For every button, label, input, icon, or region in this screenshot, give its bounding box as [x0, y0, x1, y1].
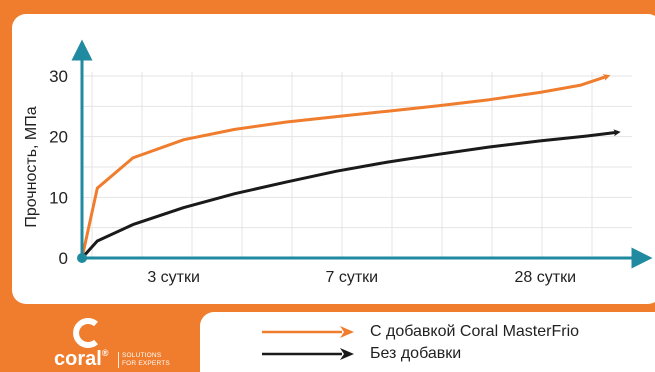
- logo-divider: [118, 352, 119, 368]
- logo-name: coral: [54, 348, 102, 370]
- legend-item-without-additive: Без добавки: [260, 344, 461, 364]
- y-tick-label: 10: [49, 188, 68, 207]
- grid: [82, 72, 632, 258]
- legend-label: С добавкой Coral MasterFrio: [370, 323, 580, 340]
- logo-wordmark: coral®: [54, 348, 108, 371]
- x-category-label: 3 сутки: [147, 269, 200, 286]
- legend: С добавкой Coral MasterFrio Без добавки: [200, 312, 655, 372]
- strength-chart: 0 10 20 30 3 сутки 7 сутки 28 сутки Прочность, …: [23, 39, 653, 286]
- series-line: [80, 129, 621, 260]
- logo-registered: ®: [101, 348, 109, 358]
- axes: [71, 39, 653, 269]
- coral-logo: coral® SOLUTIONS FOR EXPERTS: [40, 316, 200, 370]
- x-category-label: 28 сутки: [515, 269, 577, 286]
- coral-c-mark-icon: [73, 318, 98, 348]
- logo-tagline: SOLUTIONS FOR EXPERTS: [122, 352, 170, 368]
- origin-dot: [77, 253, 87, 263]
- tagline-line1: SOLUTIONS: [122, 352, 162, 359]
- legend-arrow-orange: [262, 326, 354, 338]
- y-axis-title: Прочность, МПа: [23, 106, 40, 227]
- y-tick-label: 20: [49, 128, 68, 147]
- tagline-line2: FOR EXPERTS: [122, 360, 170, 367]
- series-line: [80, 74, 611, 260]
- x-category-label: 7 сутки: [326, 269, 379, 286]
- axis-labels: 0 10 20 30 3 сутки 7 сутки 28 сутки Прочность, …: [23, 67, 576, 286]
- legend-label: Без добавки: [370, 345, 462, 362]
- y-tick-label: 30: [49, 67, 68, 86]
- legend-arrow-black: [262, 348, 354, 360]
- series-layer: [80, 74, 621, 260]
- chart-panel: 0 10 20 30 3 сутки 7 сутки 28 сутки Прочность, …: [12, 14, 655, 304]
- y-tick-label: 0: [59, 249, 68, 268]
- legend-item-with-additive: С добавкой Coral MasterFrio: [260, 322, 579, 342]
